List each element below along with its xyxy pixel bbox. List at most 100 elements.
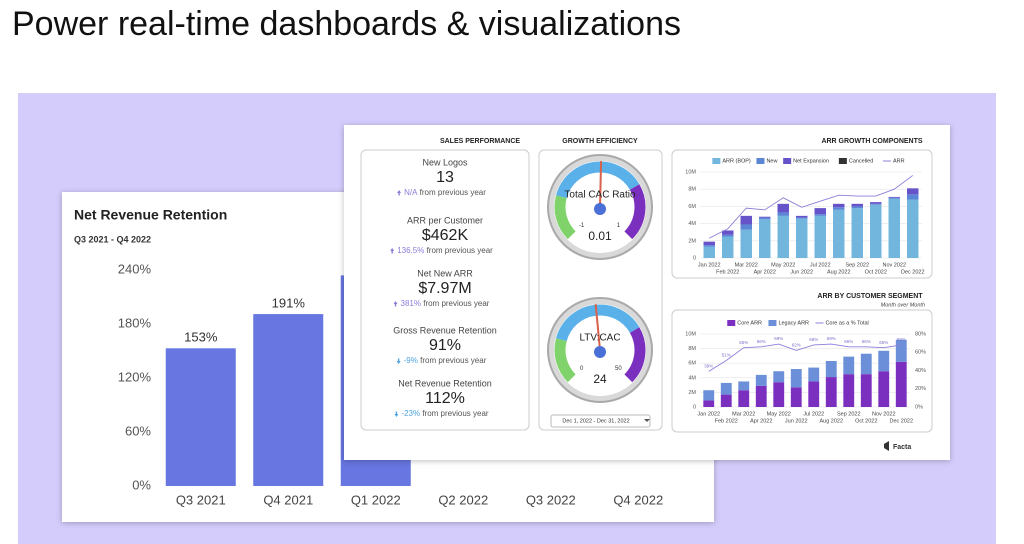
x-tick-label: Feb 2022: [715, 418, 738, 424]
change-value: N/A: [404, 188, 418, 197]
section-title: SALES PERFORMANCE: [440, 138, 520, 145]
gauge-max: 1: [617, 223, 621, 229]
line-label: 66%: [844, 339, 853, 344]
date-picker[interactable]: [550, 414, 651, 428]
bar-segment: [878, 350, 890, 372]
metric-change: 136.5% from previous year: [397, 246, 493, 255]
gauge-min: -1: [579, 223, 585, 229]
bar-segment: [860, 374, 872, 407]
data-label: 153%: [184, 330, 218, 345]
gauge-band: [556, 304, 640, 342]
gauge-band: [624, 327, 646, 383]
y-tick-label: 60%: [125, 423, 151, 438]
bar-segment: [777, 215, 789, 258]
bar-segment: [833, 207, 845, 210]
metric-label: New Logos: [422, 157, 468, 167]
bar-segment: [738, 381, 750, 391]
change-note: from previous year: [427, 246, 494, 255]
gauge-value: 0.01: [588, 229, 612, 243]
trend-arrow: [394, 411, 399, 417]
x-tick-label: Q4 2021: [263, 492, 313, 507]
bar-segment: [720, 382, 732, 395]
bar-segment: [825, 361, 837, 378]
section-title: GROWTH EFFICIENCY: [562, 138, 638, 145]
x-tick-label: Jan 2022: [697, 411, 720, 417]
bar-segment: [703, 400, 715, 407]
gauge-value: 24: [593, 372, 607, 386]
x-tick-label: Mar 2022: [735, 262, 758, 268]
bar-segment: [888, 198, 900, 258]
x-tick-label: Jul 2022: [810, 262, 831, 268]
bar-segment: [907, 188, 919, 195]
y2-tick-label: 80%: [915, 331, 926, 337]
x-tick-label: Feb 2022: [716, 269, 739, 275]
gauge-hub: [594, 203, 606, 215]
bar-segment: [759, 219, 771, 258]
metric-change: -9% from previous year: [404, 356, 487, 365]
x-tick-label: Jan 2022: [698, 262, 721, 268]
bar-segment: [703, 241, 715, 246]
legend-label: Cancelled: [849, 158, 873, 164]
y-tick-label: 180%: [118, 315, 152, 330]
bar-segment: [777, 212, 789, 216]
x-tick-label: Q3 2022: [526, 492, 576, 507]
change-value: 381%: [401, 299, 421, 308]
section-title: ARR BY CUSTOMER SEGMENT: [817, 293, 923, 300]
bar-segment: [895, 361, 907, 407]
line-label: 68%: [897, 337, 906, 342]
metric-label: Net Revenue Retention: [398, 378, 492, 388]
legend-label: Net Expansion: [793, 158, 829, 164]
y-tick-label: 240%: [118, 261, 152, 276]
bar-segment: [870, 204, 882, 258]
bar-segment: [722, 230, 734, 235]
gauge-band: [554, 195, 576, 240]
gauge-label: Total CAC Ratio: [564, 190, 636, 201]
sales-box: [360, 149, 530, 431]
legend-swatch: [756, 158, 765, 164]
chart-box: [671, 149, 933, 279]
x-tick-label: Mar 2022: [732, 411, 755, 417]
bar-segment: [808, 367, 820, 382]
bar-segment: [759, 217, 771, 220]
line-label: 65%: [739, 340, 748, 345]
legend-label: New: [766, 158, 777, 164]
data-label: 191%: [272, 296, 306, 311]
bar-segment: [722, 236, 734, 258]
bar-segment: [703, 390, 715, 401]
line: [708, 343, 902, 372]
x-tick-label: Q2 2022: [438, 492, 488, 507]
bar-segment: [833, 209, 845, 258]
trend-arrow: [390, 248, 395, 254]
bar-segment: [814, 215, 826, 258]
bar-segment: [833, 203, 845, 208]
change-note: from previous year: [420, 356, 487, 365]
y2-tick-label: 0%: [915, 404, 923, 410]
y-tick-label: 4M: [688, 221, 696, 227]
bar-segment: [740, 215, 752, 225]
x-tick-label: Sep 2022: [837, 411, 861, 417]
line-label: 39%: [704, 364, 713, 369]
metric-value: 112%: [425, 390, 465, 407]
x-tick-label: Sep 2022: [845, 262, 869, 268]
line: [709, 175, 914, 239]
x-tick-label: Dec 2022: [889, 418, 913, 424]
bar-segment: [907, 194, 919, 200]
bar-segment: [720, 394, 732, 407]
change-note: from previous year: [423, 299, 490, 308]
y2-tick-label: 40%: [915, 368, 926, 374]
metric-value: $462K: [422, 227, 469, 244]
bar-segment: [895, 339, 907, 362]
gauge-hub: [594, 346, 606, 358]
bar-segment: [755, 374, 767, 386]
line-label: 68%: [809, 337, 818, 342]
date-range: Dec 1, 2022 - Dec 31, 2022: [562, 418, 629, 424]
metric-value: 13: [436, 169, 454, 186]
bar-segment: [808, 381, 820, 407]
x-tick-label: Oct 2022: [855, 418, 877, 424]
legend-label: Core as a % Total: [825, 320, 868, 326]
bar-segment: [888, 197, 900, 199]
y2-tick-label: 20%: [915, 386, 926, 392]
bar-segment: [796, 217, 808, 219]
